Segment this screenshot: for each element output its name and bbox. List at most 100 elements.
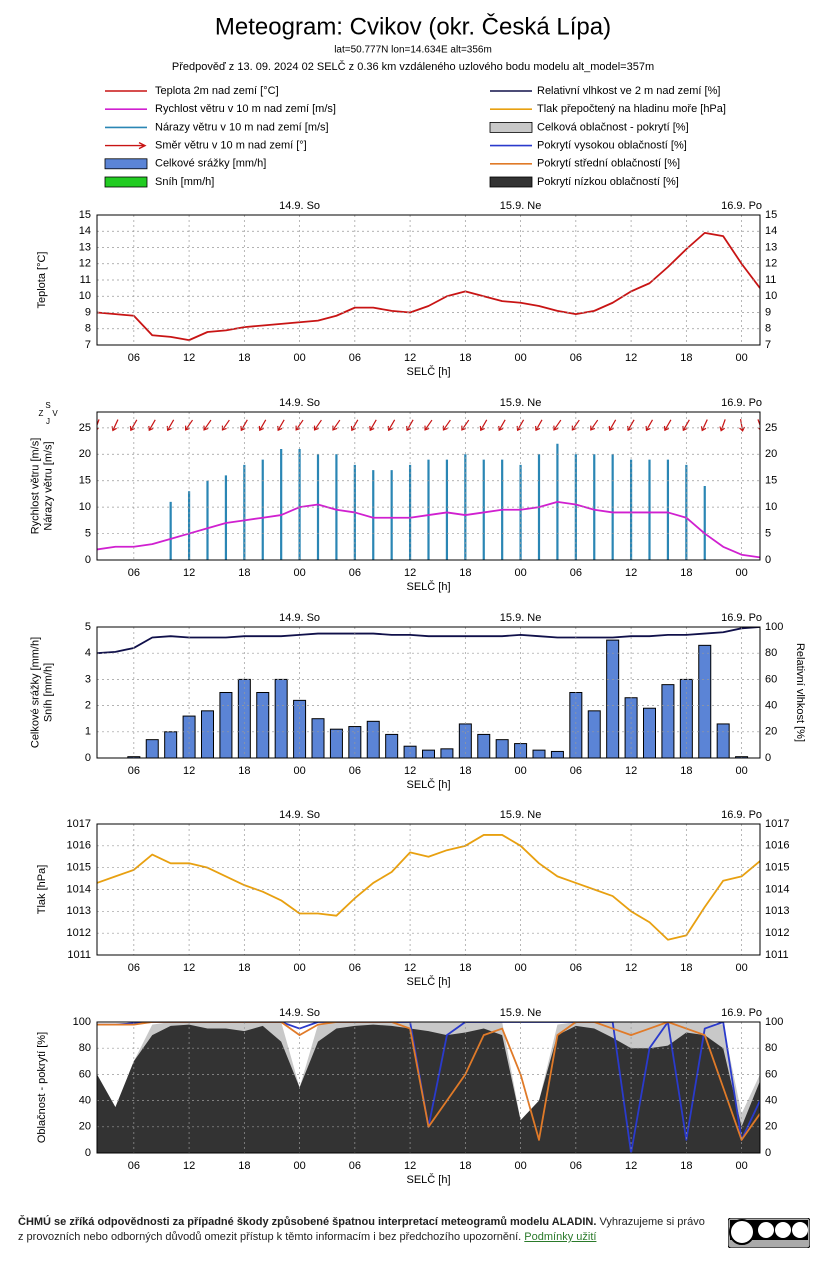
wind-arrow [682, 419, 690, 432]
x-tick-label: 12 [183, 567, 195, 579]
wind-arrow [553, 419, 562, 431]
precip-bar [532, 749, 546, 758]
x-tick-label: 18 [238, 1160, 250, 1172]
y-tick-label-right: 40 [765, 1095, 777, 1107]
legend-label: Relativní vlhkost ve 2 m nad zemí [%] [537, 85, 720, 97]
day-label: 14.9. So [279, 397, 320, 409]
y-tick-label-right: 12 [765, 258, 777, 270]
x-tick-label: 06 [349, 765, 361, 777]
day-label: 15.9. Ne [500, 200, 542, 212]
y-tick-label-right: 1015 [765, 862, 789, 874]
day-label: 16.9. Po [721, 612, 762, 624]
series-line [97, 231, 760, 342]
y-axis-label: Sníh [mm/h] [42, 663, 54, 722]
y-tick-label-right: 15 [765, 209, 777, 221]
y-tick-label-right: 13 [765, 241, 777, 253]
wind-arrow [203, 419, 212, 431]
x-tick-label: 06 [128, 962, 140, 974]
y-tick-label: 14 [79, 225, 91, 237]
y-axis-label: Teplota [°C] [36, 252, 48, 309]
y-tick-label-right: 10 [765, 290, 777, 302]
y-tick-label-right: 8 [765, 323, 771, 335]
x-tick-label: 06 [349, 352, 361, 364]
y-tick-label: 25 [79, 422, 91, 434]
cloud-area [97, 1024, 760, 1153]
y-tick-label: 15 [79, 475, 91, 487]
x-tick-label: 18 [459, 567, 471, 579]
plot-frame [96, 626, 761, 759]
compass-letter: S [45, 401, 50, 410]
y-tick-label: 7 [85, 339, 91, 351]
precip-bar [201, 710, 214, 758]
legend-label: Sníh [mm/h] [155, 176, 214, 188]
x-axis-label: SELČ [h] [406, 778, 450, 791]
footer: ČHMÚ se zříká odpovědnosti za případné š… [18, 1215, 708, 1245]
x-tick-label: 00 [293, 765, 305, 777]
legend-label: Tlak přepočtený na hladinu moře [hPa] [537, 103, 726, 115]
legend-symbol [104, 176, 148, 188]
y-tick-label-right: 15 [765, 475, 777, 487]
day-label: 15.9. Ne [500, 809, 542, 821]
x-tick-label: 06 [128, 352, 140, 364]
day-label: 15.9. Ne [500, 612, 542, 624]
precip-bar [477, 733, 491, 758]
precip-bar [366, 720, 380, 758]
x-tick-label: 06 [570, 352, 582, 364]
day-label: 14.9. So [279, 809, 320, 821]
y-tick-label: 12 [79, 258, 91, 270]
y-tick-label-right: 1017 [765, 818, 789, 830]
y2-tick-label: 100 [765, 621, 783, 633]
wind-arrow [739, 418, 746, 432]
x-axis-label: SELČ [h] [406, 975, 450, 988]
plot-area [97, 1022, 760, 1153]
x-tick-label: 12 [625, 567, 637, 579]
y-tick-label: 1013 [67, 905, 91, 917]
y-tick-label-right: 0 [765, 1147, 771, 1159]
wind-arrow [498, 419, 506, 432]
x-tick-label: 12 [183, 1160, 195, 1172]
x-tick-label: 18 [459, 765, 471, 777]
x-tick-label: 18 [680, 567, 692, 579]
legend-label: Pokrytí vysokou oblačností [%] [537, 140, 687, 152]
plot-frame [96, 1021, 761, 1154]
y-tick-label: 0 [85, 1147, 91, 1159]
x-tick-label: 00 [514, 1160, 526, 1172]
series-line [97, 834, 760, 941]
y-tick-label: 3 [85, 673, 91, 685]
y-tick-label: 20 [79, 448, 91, 460]
x-tick-label: 12 [183, 765, 195, 777]
precip-bar [698, 644, 712, 758]
wind-arrow [369, 419, 377, 432]
x-tick-label: 18 [238, 765, 250, 777]
terms-link[interactable]: Podmínky užití [524, 1231, 597, 1243]
compass-letter: J [46, 417, 50, 426]
y-tick-label: 20 [79, 1121, 91, 1133]
wind-arrow [516, 419, 525, 432]
x-axis-label: SELČ [h] [406, 1173, 450, 1186]
precip-bar [550, 750, 564, 758]
wind-arrow [185, 419, 194, 431]
wind-arrow [700, 419, 708, 432]
x-tick-label: 06 [349, 962, 361, 974]
precip-bar [311, 718, 325, 758]
precip-bar [329, 728, 343, 758]
x-tick-label: 00 [735, 567, 747, 579]
x-tick-label: 06 [128, 567, 140, 579]
legend-symbol [105, 141, 147, 150]
series-line [97, 627, 760, 655]
x-tick-label: 12 [183, 352, 195, 364]
day-label: 14.9. So [279, 612, 320, 624]
y-axis-label: Oblačnost - pokrytí [%] [36, 1032, 48, 1143]
y-tick-label: 40 [79, 1095, 91, 1107]
y-tick-label-right: 80 [765, 1042, 777, 1054]
y-tick-label: 10 [79, 501, 91, 513]
x-tick-label: 00 [293, 567, 305, 579]
x-tick-label: 00 [293, 352, 305, 364]
x-tick-label: 00 [514, 352, 526, 364]
precip-bar [606, 639, 620, 758]
x-tick-label: 18 [238, 352, 250, 364]
x-tick-label: 18 [238, 962, 250, 974]
legend-label: Pokrytí nízkou oblačností [%] [537, 176, 679, 188]
day-label: 15.9. Ne [500, 1007, 542, 1019]
y-tick-label: 1011 [67, 949, 91, 961]
